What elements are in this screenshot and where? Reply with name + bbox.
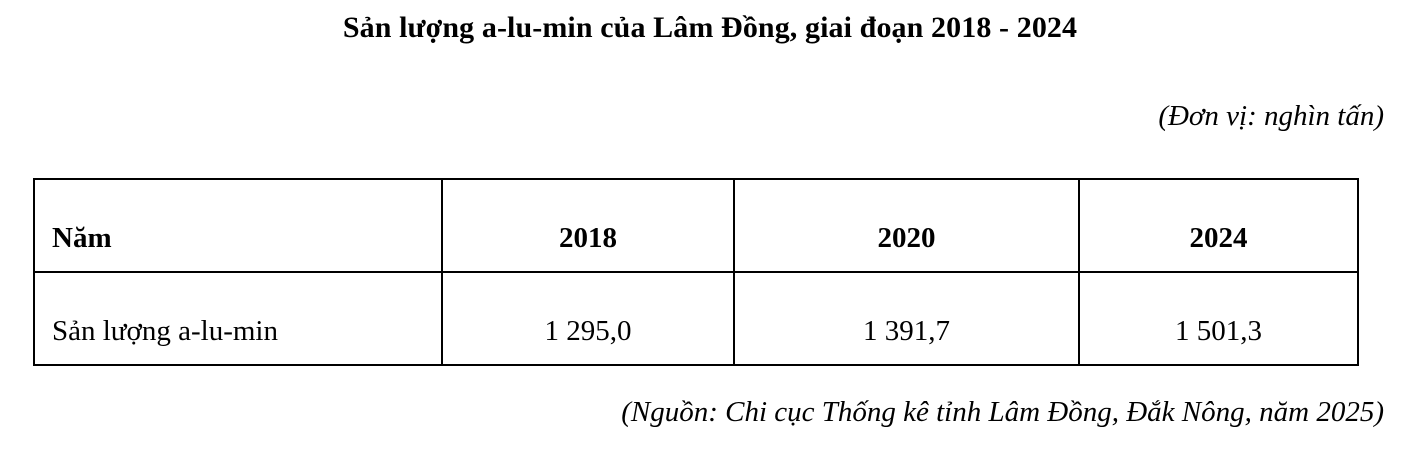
table-header-row: Năm 2018 2020 2024 bbox=[33, 178, 1359, 273]
header-label-nam: Năm bbox=[52, 222, 112, 254]
source-note: (Nguồn: Chi cục Thống kê tỉnh Lâm Đồng, … bbox=[621, 396, 1384, 428]
header-year-2020: 2020 bbox=[877, 222, 936, 254]
aluminium-output-table: Năm 2018 2020 2024 Sản lượng a-lu-min bbox=[33, 178, 1359, 366]
table-header-cell-2024: 2024 bbox=[1078, 178, 1359, 273]
header-year-2024: 2024 bbox=[1189, 222, 1248, 254]
table-cell-row-label: Sản lượng a-lu-min bbox=[33, 271, 443, 366]
table-cell-value-2020: 1 391,7 bbox=[733, 271, 1080, 366]
table-cell-value-2024: 1 501,3 bbox=[1078, 271, 1359, 366]
table-header-cell-2020: 2020 bbox=[733, 178, 1080, 273]
table-header-cell-2018: 2018 bbox=[441, 178, 735, 273]
unit-note: (Đơn vị: nghìn tấn) bbox=[1158, 100, 1384, 132]
header-year-2018: 2018 bbox=[559, 222, 617, 254]
table-header-cell-year-label: Năm bbox=[33, 178, 443, 273]
table-row: Sản lượng a-lu-min 1 295,0 1 391,7 1 501… bbox=[33, 271, 1359, 366]
page-title: Sản lượng a-lu-min của Lâm Đồng, giai đo… bbox=[342, 11, 1078, 44]
value-2020: 1 391,7 bbox=[863, 315, 950, 347]
table-cell-value-2018: 1 295,0 bbox=[441, 271, 735, 366]
value-2024: 1 501,3 bbox=[1175, 315, 1262, 347]
value-2018: 1 295,0 bbox=[544, 315, 632, 347]
row-label-san-luong-a-lu-min: Sản lượng a-lu-min bbox=[52, 315, 278, 347]
